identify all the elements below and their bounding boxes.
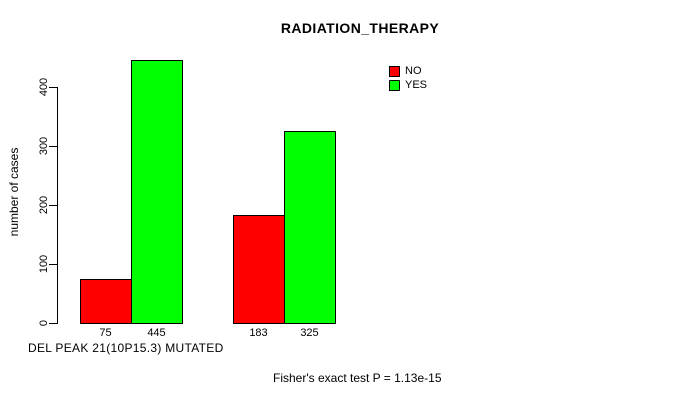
legend-entry-no: NO (389, 64, 427, 78)
y-axis-tick (49, 205, 57, 206)
legend-swatch-no (389, 65, 400, 77)
y-axis-tick-label: 100 (38, 254, 50, 274)
y-axis-tick (49, 323, 57, 324)
x-axis-label: DEL PEAK 21(10P15.3) MUTATED (28, 341, 224, 355)
fisher-test-annotation: Fisher's exact test P = 1.13e-15 (273, 371, 442, 385)
y-axis-tick-label: 400 (38, 77, 50, 97)
bar-yes-group2 (284, 131, 336, 324)
y-axis-tick-label: 200 (38, 195, 50, 215)
legend-label: YES (405, 79, 428, 91)
y-axis-tick (49, 264, 57, 265)
bar-value-label: 75 (99, 327, 112, 339)
legend-label: NO (405, 65, 422, 77)
y-axis-tick (49, 146, 57, 147)
y-axis-line (57, 87, 58, 324)
bar-value-label: 183 (249, 327, 268, 339)
chart-title: RADIATION_THERAPY (280, 20, 440, 36)
legend: NO YES (389, 64, 427, 92)
y-axis-tick (49, 87, 57, 88)
bar-value-label: 325 (300, 327, 319, 339)
legend-swatch-yes (389, 79, 400, 91)
bar-value-label: 445 (147, 327, 166, 339)
y-axis-tick-label: 300 (38, 136, 50, 156)
legend-entry-yes: YES (389, 78, 427, 92)
bar-no-group2 (233, 215, 285, 324)
y-axis-tick-label: 0 (38, 319, 50, 327)
bar-no-group1 (80, 279, 132, 324)
bar-yes-group1 (131, 60, 183, 324)
